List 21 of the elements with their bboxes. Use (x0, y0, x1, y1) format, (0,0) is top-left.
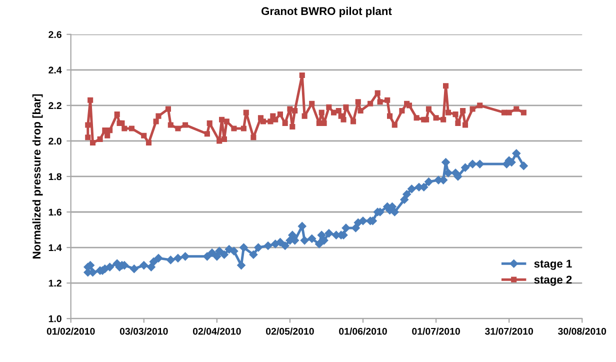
y-axis-title: Normalized pressure drop [bar] (32, 94, 43, 258)
x-tick-label: 31/07/2010 (484, 328, 534, 335)
y-tick-label: 2.4 (48, 66, 62, 74)
chart-title: Granot BWRO pilot plant (262, 6, 392, 18)
y-tick-label: 1.2 (48, 280, 62, 287)
y-tick-label: 2.2 (48, 102, 62, 109)
x-tick-label: 02/05/2010 (266, 328, 314, 335)
y-tick-label: 1.0 (48, 315, 62, 322)
x-tick-label: 30/08/2010 (558, 328, 606, 335)
x-tick-label: 01/06/2010 (339, 328, 387, 335)
x-tick-label: 01/07/2010 (412, 328, 460, 335)
legend-label: stage 2 (534, 276, 572, 286)
y-tick-label: 2.0 (48, 138, 62, 145)
y-tick-label: 1.8 (48, 173, 62, 180)
x-tick-label: 02/04/2010 (192, 328, 241, 335)
x-tick-label: 03/03/2010 (120, 328, 168, 335)
y-tick-label: 1.4 (48, 244, 62, 252)
x-tick-label: 01/02/2010 (46, 328, 95, 335)
legend-label: stage 1 (534, 260, 572, 270)
y-tick-label: 2.6 (48, 31, 62, 38)
y-tick-label: 1.6 (48, 208, 62, 216)
